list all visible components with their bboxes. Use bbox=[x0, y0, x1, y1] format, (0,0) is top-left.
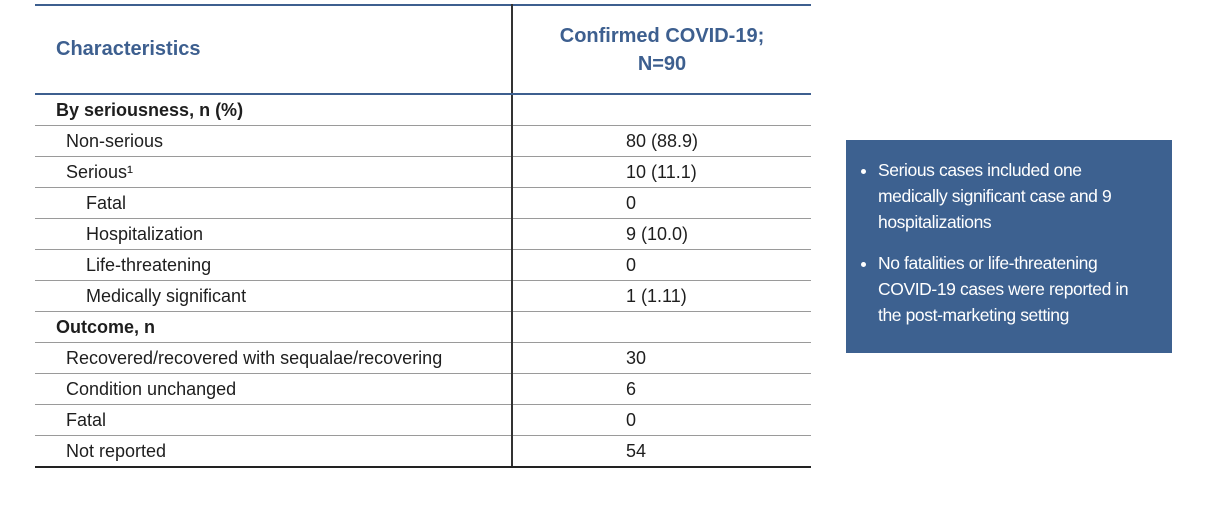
row: Not reported 54 bbox=[35, 435, 811, 468]
row: Condition unchanged 6 bbox=[35, 373, 811, 405]
value-cell: 10 (11.1) bbox=[512, 156, 811, 188]
value-cell: 80 (88.9) bbox=[512, 125, 811, 157]
row: Hospitalization 9 (10.0) bbox=[35, 218, 811, 250]
value-cell bbox=[512, 311, 811, 343]
value-cell: 9 (10.0) bbox=[512, 218, 811, 250]
value-cell: 54 bbox=[512, 435, 811, 468]
row-label: Hospitalization bbox=[35, 218, 513, 250]
value-cell: 30 bbox=[512, 342, 811, 374]
row-label: Not reported bbox=[35, 435, 513, 468]
note: Serious cases included one medically sig… bbox=[878, 157, 1152, 235]
row-label: Condition unchanged bbox=[35, 373, 513, 405]
section-row: By seriousness, n (%) bbox=[35, 94, 811, 126]
section-label: By seriousness, n (%) bbox=[35, 94, 513, 126]
value-cell: 6 bbox=[512, 373, 811, 405]
row-label: Life-threatening bbox=[35, 249, 513, 281]
row-label: Fatal bbox=[35, 404, 513, 436]
notes-list: Serious cases included one medically sig… bbox=[860, 157, 1152, 328]
value-cell: 1 (1.11) bbox=[512, 280, 811, 312]
notes-box: Serious cases included one medically sig… bbox=[846, 140, 1172, 353]
header-cell: Confirmed COVID-19; N=90 bbox=[512, 4, 811, 95]
row: Fatal 0 bbox=[35, 404, 811, 436]
value-cell: 0 bbox=[512, 249, 811, 281]
row: Serious¹ 10 (11.1) bbox=[35, 156, 811, 188]
note: No fatalities or life-threatening COVID-… bbox=[878, 250, 1152, 328]
section-label: Outcome, n bbox=[35, 311, 513, 343]
header-line: Confirmed COVID-19; bbox=[559, 24, 765, 47]
header-cell: Characteristics bbox=[35, 4, 513, 95]
row: Fatal 0 bbox=[35, 187, 811, 219]
data-table: Characteristics Confirmed COVID-19; N=90 … bbox=[35, 4, 811, 468]
header-line: N=90 bbox=[637, 52, 687, 75]
row: Medically significant 1 (1.11) bbox=[35, 280, 811, 312]
row: Recovered/recovered with sequalae/recove… bbox=[35, 342, 811, 374]
row-label: Serious¹ bbox=[35, 156, 513, 188]
row-label: Recovered/recovered with sequalae/recove… bbox=[35, 342, 513, 374]
row: Non-serious 80 (88.9) bbox=[35, 125, 811, 157]
row-label: Fatal bbox=[35, 187, 513, 219]
value-cell bbox=[512, 94, 811, 126]
value-cell: 0 bbox=[512, 187, 811, 219]
row: Life-threatening 0 bbox=[35, 249, 811, 281]
row-label: Medically significant bbox=[35, 280, 513, 312]
value-cell: 0 bbox=[512, 404, 811, 436]
row-label: Non-serious bbox=[35, 125, 513, 157]
section-row: Outcome, n bbox=[35, 311, 811, 343]
header-row: Characteristics Confirmed COVID-19; N=90 bbox=[35, 4, 811, 95]
